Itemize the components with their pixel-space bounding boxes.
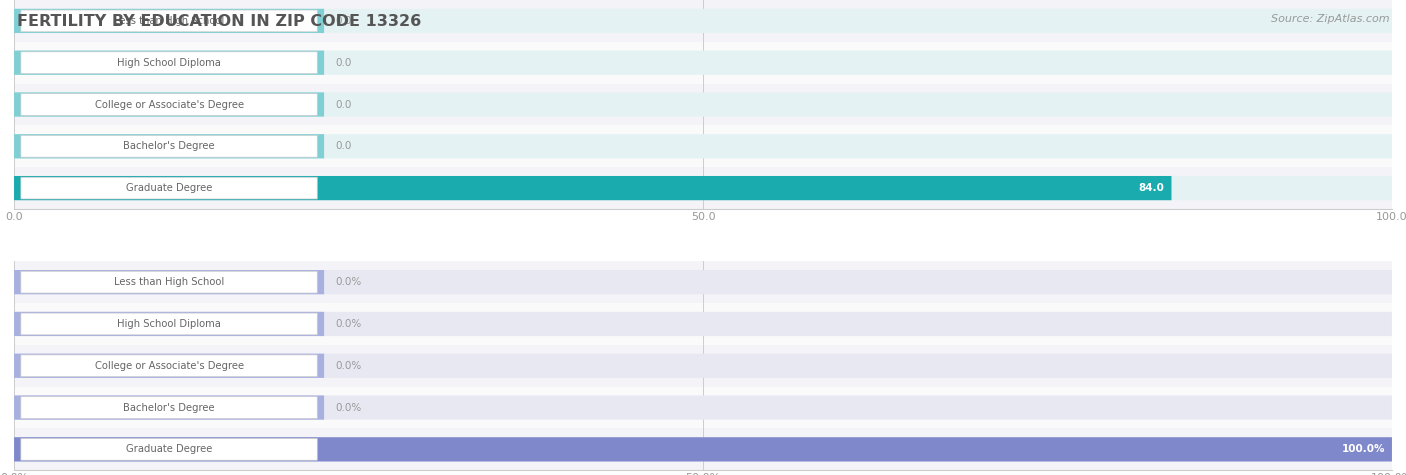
Text: High School Diploma: High School Diploma <box>117 57 221 68</box>
Text: FERTILITY BY EDUCATION IN ZIP CODE 13326: FERTILITY BY EDUCATION IN ZIP CODE 13326 <box>17 14 422 29</box>
Text: 100.0%: 100.0% <box>1341 444 1385 455</box>
FancyBboxPatch shape <box>21 271 318 293</box>
Bar <box>14 42 1392 84</box>
Text: Graduate Degree: Graduate Degree <box>127 183 212 193</box>
FancyBboxPatch shape <box>14 437 1392 462</box>
FancyBboxPatch shape <box>21 10 318 32</box>
FancyBboxPatch shape <box>14 395 1392 420</box>
Text: Less than High School: Less than High School <box>114 16 224 26</box>
Text: 0.0: 0.0 <box>335 57 352 68</box>
FancyBboxPatch shape <box>14 134 325 159</box>
FancyBboxPatch shape <box>14 92 1392 117</box>
FancyBboxPatch shape <box>21 177 318 199</box>
Text: Source: ZipAtlas.com: Source: ZipAtlas.com <box>1271 14 1389 24</box>
FancyBboxPatch shape <box>14 176 1171 200</box>
Bar <box>14 261 1392 303</box>
Bar <box>14 428 1392 470</box>
FancyBboxPatch shape <box>21 135 318 157</box>
FancyBboxPatch shape <box>14 134 1392 159</box>
FancyBboxPatch shape <box>21 52 318 74</box>
FancyBboxPatch shape <box>14 270 325 294</box>
FancyBboxPatch shape <box>14 395 325 420</box>
Bar <box>14 125 1392 167</box>
Text: 0.0: 0.0 <box>335 141 352 152</box>
Text: 0.0: 0.0 <box>335 99 352 110</box>
Text: Bachelor's Degree: Bachelor's Degree <box>124 141 215 152</box>
Text: Less than High School: Less than High School <box>114 277 224 287</box>
FancyBboxPatch shape <box>21 438 318 460</box>
Bar <box>14 303 1392 345</box>
FancyBboxPatch shape <box>14 9 325 33</box>
Bar <box>14 345 1392 387</box>
FancyBboxPatch shape <box>14 176 1392 200</box>
Bar <box>14 0 1392 42</box>
Text: Graduate Degree: Graduate Degree <box>127 444 212 455</box>
Text: 0.0%: 0.0% <box>335 402 361 413</box>
FancyBboxPatch shape <box>21 94 318 115</box>
FancyBboxPatch shape <box>14 9 1392 33</box>
Text: High School Diploma: High School Diploma <box>117 319 221 329</box>
Text: Bachelor's Degree: Bachelor's Degree <box>124 402 215 413</box>
FancyBboxPatch shape <box>14 353 325 378</box>
FancyBboxPatch shape <box>14 312 325 336</box>
Text: College or Associate's Degree: College or Associate's Degree <box>94 99 243 110</box>
Bar <box>14 387 1392 428</box>
FancyBboxPatch shape <box>21 355 318 377</box>
Text: 0.0%: 0.0% <box>335 361 361 371</box>
FancyBboxPatch shape <box>14 312 1392 336</box>
FancyBboxPatch shape <box>21 313 318 335</box>
Text: 0.0%: 0.0% <box>335 277 361 287</box>
FancyBboxPatch shape <box>14 50 325 75</box>
FancyBboxPatch shape <box>14 437 1392 462</box>
FancyBboxPatch shape <box>14 92 325 117</box>
FancyBboxPatch shape <box>21 397 318 418</box>
Text: 0.0: 0.0 <box>335 16 352 26</box>
Bar <box>14 167 1392 209</box>
FancyBboxPatch shape <box>14 353 1392 378</box>
FancyBboxPatch shape <box>14 50 1392 75</box>
Bar <box>14 84 1392 125</box>
FancyBboxPatch shape <box>14 270 1392 294</box>
Text: 84.0: 84.0 <box>1139 183 1164 193</box>
Text: College or Associate's Degree: College or Associate's Degree <box>94 361 243 371</box>
Text: 0.0%: 0.0% <box>335 319 361 329</box>
